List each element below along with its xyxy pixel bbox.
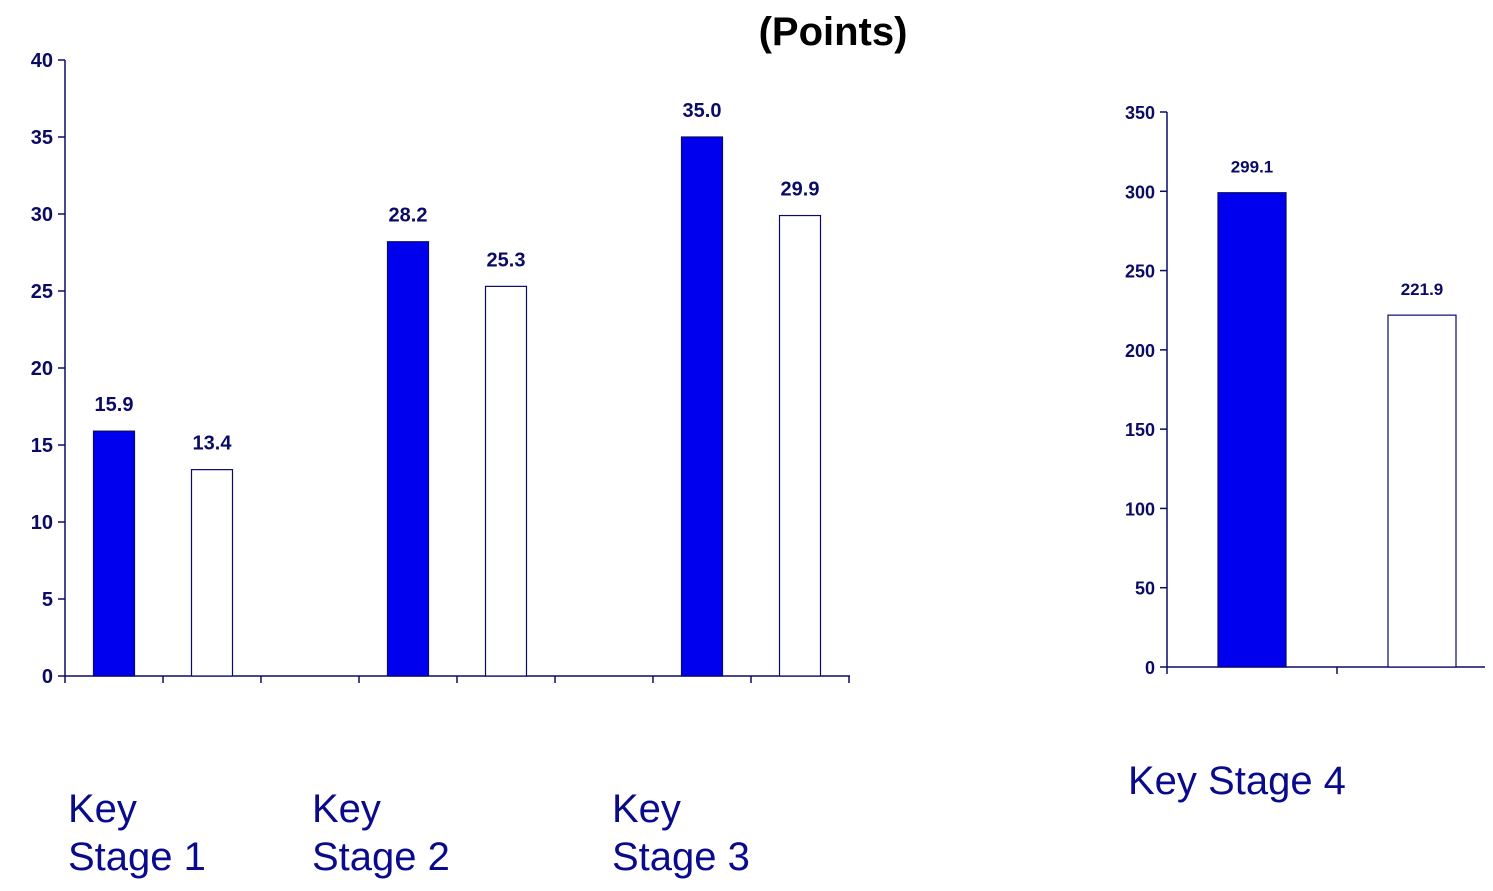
key-stage-1-3-chart: 0 5 10 15 20 25 30 35 40 15.9 13.4 28.2 25.3 35.0 29.9	[31, 50, 850, 688]
right-chart-bar	[1387, 314, 1457, 668]
category-label-key-stage-2: Key Stage 2	[312, 787, 450, 879]
right-chart-bar	[1217, 192, 1287, 668]
right-chart-y-tick-label: 100	[1125, 499, 1155, 519]
left-chart-y-tick-label: 40	[31, 50, 53, 72]
left-chart-y-tick-label: 0	[42, 666, 53, 688]
left-chart-bar	[778, 214, 822, 677]
category-label-key-stage-4: Key Stage 4	[1128, 759, 1346, 803]
left-chart-data-label: 29.9	[781, 179, 820, 201]
right-chart-data-label: 221.9	[1401, 280, 1444, 299]
right-chart-y-tick-label: 0	[1145, 658, 1155, 678]
right-chart-y-tick-label: 150	[1125, 420, 1155, 440]
right-chart-y-tick-label: 50	[1135, 579, 1155, 599]
right-chart-y-tick-label: 300	[1125, 182, 1155, 202]
left-chart-bar	[680, 136, 724, 677]
key-stage-4-chart: 0 50 100 150 200 250 300 350 299.1 221.9	[1125, 103, 1485, 678]
left-chart-y-tick-label: 35	[31, 127, 53, 149]
category-label-key-stage-3: Key Stage 3	[612, 787, 750, 879]
left-chart-data-label: 25.3	[487, 249, 526, 271]
left-chart-bar	[484, 285, 528, 677]
left-chart-data-label: 13.4	[193, 433, 233, 455]
right-chart-y-tick-label: 350	[1125, 103, 1155, 123]
left-chart-bar	[386, 241, 430, 677]
left-chart-bar	[190, 469, 234, 677]
right-chart-y-tick-label: 200	[1125, 341, 1155, 361]
right-chart-y-tick-label: 250	[1125, 262, 1155, 282]
right-chart-data-label: 299.1	[1231, 158, 1274, 177]
left-chart-data-label: 35.0	[683, 100, 722, 122]
left-chart-y-tick-label: 10	[31, 512, 53, 534]
left-chart-data-label: 15.9	[95, 394, 134, 416]
left-chart-y-tick-label: 30	[31, 204, 53, 226]
chart-title: (Points)	[759, 10, 908, 54]
left-chart-y-tick-label: 20	[31, 358, 53, 380]
left-chart-y-tick-label: 15	[31, 435, 53, 457]
left-chart-data-label: 28.2	[389, 205, 428, 227]
left-chart-y-tick-label: 25	[31, 281, 53, 303]
category-label-key-stage-1: Key Stage 1	[68, 787, 206, 879]
left-chart-y-tick-label: 5	[42, 589, 53, 611]
left-chart-bar	[92, 430, 136, 677]
